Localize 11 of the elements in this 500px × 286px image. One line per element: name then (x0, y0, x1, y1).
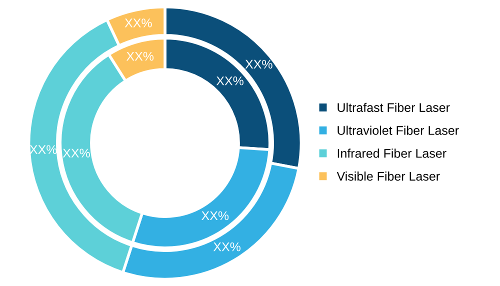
data-label: XX% (245, 60, 272, 69)
data-label: XX% (124, 18, 152, 28)
legend-label: Infrared Fiber Laser (338, 148, 446, 158)
data-label: XX% (202, 211, 229, 220)
data-label: XX% (216, 76, 244, 86)
data-label: XX% (213, 242, 240, 252)
data-label: XX% (126, 52, 154, 61)
legend-label: Ultrafast Fiber Laser (338, 102, 450, 112)
legend-label: Visible Fiber Laser (336, 172, 440, 181)
legend-label: Ultraviolet Fiber Laser (338, 126, 459, 135)
data-label: XX% (62, 148, 90, 158)
